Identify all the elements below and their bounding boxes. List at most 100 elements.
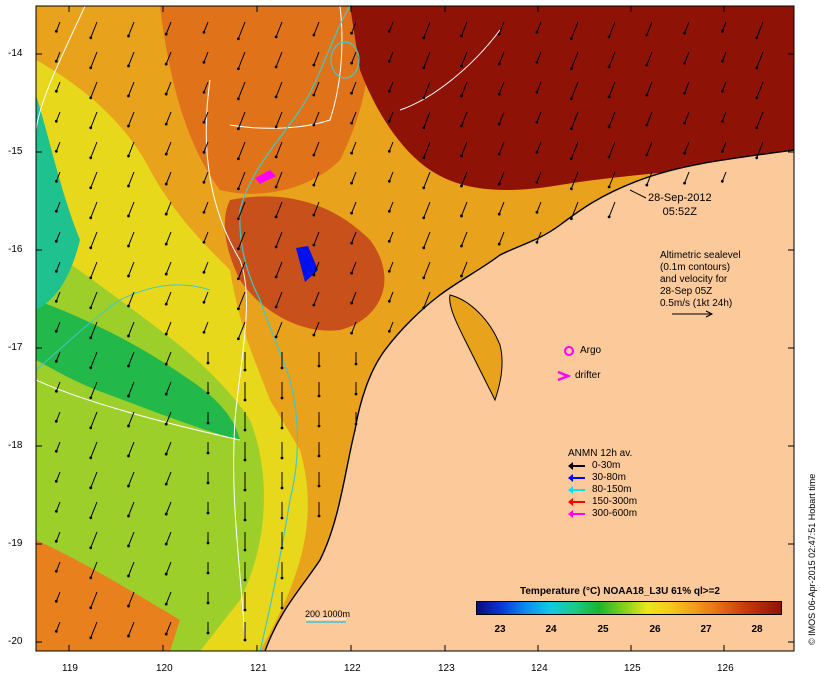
anmn-legend-item: 0-30m: [568, 460, 637, 472]
velocity-arrow: [165, 351, 172, 365]
velocity-arrow-head: [164, 92, 168, 96]
x-tick-label: 122: [344, 663, 361, 674]
velocity-arrow-head: [755, 66, 759, 70]
velocity-arrow: [498, 171, 505, 185]
velocity-arrow: [237, 261, 246, 279]
velocity-arrow: [646, 21, 653, 36]
warm-patch-north: [160, 6, 369, 194]
velocity-arrow-head: [280, 456, 284, 460]
velocity-arrow-head: [387, 299, 391, 303]
velocity-arrow-head: [127, 304, 130, 308]
velocity-arrow-head: [164, 152, 168, 156]
velocity-arrow-head: [422, 36, 426, 40]
velocity-arrow-head: [127, 34, 130, 38]
velocity-arrow-head: [422, 156, 426, 160]
velocity-arrow-head: [607, 215, 611, 219]
velocity-arrow-head: [243, 638, 247, 642]
velocity-arrow-head: [89, 186, 93, 190]
velocity-arrow: [351, 81, 357, 94]
velocity-arrow-head: [202, 270, 206, 274]
velocity-arrow-head: [422, 306, 426, 310]
ssh-contour: [399, 29, 501, 111]
velocity-arrow-head: [607, 95, 611, 99]
velocity-arrow: [128, 21, 135, 37]
velocity-arrow-head: [720, 29, 724, 33]
velocity-arrow: [461, 231, 468, 247]
velocity-arrow-head: [54, 149, 58, 153]
velocity-arrow-head: [422, 246, 426, 250]
velocity-arrow-head: [569, 127, 573, 131]
velocity-arrow: [237, 321, 246, 339]
velocity-arrow: [570, 81, 579, 99]
velocity-arrow: [128, 381, 135, 397]
velocity-arrow-head: [683, 91, 686, 95]
colorbar-tick: 27: [700, 624, 712, 635]
velocity-arrow: [461, 81, 468, 97]
velocity-arrow-head: [645, 93, 649, 97]
velocity-arrow-head: [54, 569, 58, 573]
velocity-arrow-head: [164, 32, 168, 36]
velocity-arrow-head: [317, 424, 321, 428]
velocity-arrow: [165, 321, 172, 335]
velocity-arrow-head: [127, 424, 130, 428]
velocity-arrow: [351, 321, 357, 334]
velocity-arrow-head: [127, 634, 130, 638]
velocity-arrow-head: [350, 121, 353, 125]
velocity-arrow-head: [206, 601, 210, 605]
colorbar-tick: 24: [545, 624, 557, 635]
velocity-arrow-head: [89, 156, 93, 160]
velocity-arrow: [423, 261, 431, 278]
velocity-arrow: [203, 321, 209, 333]
warm-patch-south: [36, 540, 180, 651]
velocity-arrow-head: [720, 59, 724, 63]
isobath-1000m: [36, 284, 211, 371]
arrow-left-icon: [568, 498, 585, 506]
velocity-arrow-head: [720, 149, 724, 153]
velocity-arrow-head: [54, 629, 58, 633]
velocity-arrow: [90, 471, 98, 488]
velocity-arrow-head: [164, 122, 168, 126]
velocity-arrow: [423, 51, 431, 68]
velocity-arrow-head: [350, 151, 353, 155]
velocity-arrow-head: [54, 209, 58, 213]
velocity-arrow-head: [89, 216, 93, 220]
velocity-arrow-head: [127, 154, 130, 158]
velocity-arrow-head: [164, 392, 168, 396]
velocity-arrow: [423, 231, 431, 248]
velocity-arrow-head: [274, 125, 278, 129]
velocity-arrow: [165, 471, 172, 485]
velocity-arrow-head: [354, 392, 358, 396]
altimetric-note-line: and velocity for: [660, 274, 728, 285]
velocity-arrow: [275, 201, 283, 218]
velocity-arrow: [388, 81, 394, 92]
velocity-arrow-head: [497, 152, 501, 156]
velocity-arrow-head: [350, 301, 353, 305]
velocity-arrow: [313, 21, 320, 36]
velocity-arrow-head: [387, 149, 391, 153]
velocity-arrow-head: [202, 180, 206, 184]
anmn-legend-item: 30-80m: [568, 472, 637, 484]
velocity-arrow-head: [317, 394, 321, 398]
velocity-arrow: [536, 201, 542, 213]
velocity-arrow-head: [54, 449, 58, 453]
velocity-arrow: [237, 291, 246, 309]
velocity-arrow-head: [497, 122, 501, 126]
altimetric-note-line: 0.5m/s (1kt 24h): [660, 298, 733, 309]
velocity-arrow: [55, 261, 61, 272]
velocity-arrow-head: [535, 240, 539, 244]
velocity-arrow: [165, 141, 172, 155]
map-border: [35, 5, 795, 652]
velocity-arrow-head: [317, 514, 321, 518]
velocity-arrow: [351, 231, 357, 244]
velocity-arrow-head: [206, 631, 210, 635]
velocity-arrow: [351, 141, 357, 154]
velocity-arrow: [90, 171, 98, 188]
velocity-arrow-head: [89, 606, 93, 610]
isobath-ring: [330, 41, 360, 79]
velocity-arrow: [351, 171, 357, 184]
velocity-arrow: [55, 351, 61, 362]
velocity-arrow-head: [164, 452, 168, 456]
velocity-arrow-head: [54, 269, 58, 273]
velocity-arrow: [423, 111, 431, 128]
velocity-arrow: [128, 261, 135, 277]
